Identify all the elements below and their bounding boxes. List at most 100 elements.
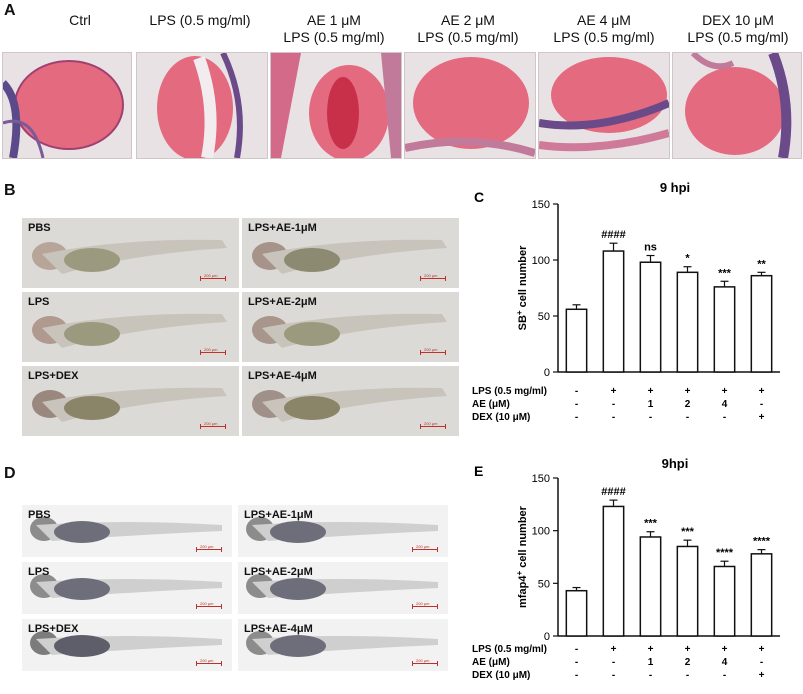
hist-label-lps: LPS (0.5 mg/ml): [149, 12, 251, 28]
condition-value: +: [722, 386, 728, 397]
condition-value: +: [648, 644, 654, 655]
condition-value: 4: [722, 657, 728, 668]
y-tick-label: 100: [532, 255, 550, 267]
condition-value: +: [759, 644, 765, 655]
scale-bar-label: 200 μm: [424, 421, 438, 426]
scale-bar: [412, 661, 438, 666]
histology-image-ae4: [538, 52, 670, 159]
hist-label-ae2: AE 2 μM LPS (0.5 mg/ml): [417, 12, 519, 45]
fish-image-b-lps: LPS 200 μm: [22, 292, 239, 362]
scale-bar-label: 200 μm: [416, 544, 430, 549]
histology-image-ae1: [270, 52, 402, 159]
condition-value: -: [575, 644, 578, 655]
condition-value: +: [759, 386, 765, 397]
chart-title: 9 hpi: [660, 180, 690, 195]
bar: [602, 250, 625, 373]
bar: [565, 589, 588, 637]
histology-image-ae2: [404, 52, 536, 159]
fish-image-d-ae1: LPS+AE-1μM 200 μm: [238, 505, 448, 557]
scale-bar-label: 200 μm: [204, 421, 218, 426]
condition-value: 1: [648, 399, 654, 410]
condition-label: DEX (10 μM): [472, 670, 530, 681]
fish-image-d-pbs: PBS 200 μm: [22, 505, 232, 557]
condition-value: -: [686, 670, 689, 681]
y-tick-label: 0: [544, 631, 550, 643]
condition-value: +: [648, 386, 654, 397]
bar: [639, 261, 662, 373]
fish-image-b-ae2: LPS+AE-2μM 200 μm: [242, 292, 459, 362]
fish-image-d-ae2: LPS+AE-2μM 200 μm: [238, 562, 448, 614]
condition-value: -: [649, 412, 652, 423]
condition-label: LPS (0.5 mg/ml): [472, 386, 547, 397]
condition-value: -: [575, 412, 578, 423]
bar: [713, 565, 736, 637]
scale-bar-label: 200 μm: [200, 544, 214, 549]
significance-label: ****: [753, 536, 771, 548]
significance-label: ***: [644, 518, 658, 530]
fish-label: LPS: [28, 296, 50, 308]
fish-image-b-ae4: LPS+AE-4μM 200 μm: [242, 366, 459, 436]
panel-letter: E: [474, 463, 483, 479]
significance-label: **: [757, 258, 766, 270]
condition-value: 1: [648, 657, 654, 668]
significance-label: ns: [644, 242, 657, 254]
scale-bar: [200, 276, 226, 281]
condition-value: -: [575, 399, 578, 410]
condition-value: -: [649, 670, 652, 681]
significance-label: ####: [601, 486, 625, 498]
condition-value: -: [723, 412, 726, 423]
scale-bar: [200, 350, 226, 355]
condition-label: AE (μM): [472, 657, 510, 668]
fish-label: LPS+AE-1μM: [248, 222, 317, 234]
scale-bar: [196, 661, 222, 666]
condition-value: +: [759, 670, 765, 681]
scale-bar: [196, 547, 222, 552]
condition-value: -: [575, 670, 578, 681]
condition-value: +: [611, 386, 617, 397]
condition-value: -: [612, 670, 615, 681]
condition-value: -: [686, 412, 689, 423]
fish-label: LPS+AE-4μM: [248, 370, 317, 382]
bar: [750, 274, 773, 373]
condition-value: -: [760, 657, 763, 668]
fish-label: PBS: [28, 509, 51, 521]
fish-image-d-lps: LPS 200 μm: [22, 562, 232, 614]
condition-value: +: [685, 386, 691, 397]
condition-value: +: [722, 644, 728, 655]
bar: [676, 545, 699, 637]
scale-bar: [412, 547, 438, 552]
hist-label-ctrl: Ctrl: [69, 12, 91, 28]
fish-label: LPS+AE-2μM: [248, 296, 317, 308]
condition-value: -: [575, 657, 578, 668]
significance-label: ***: [718, 267, 732, 279]
significance-label: ####: [601, 229, 625, 241]
condition-value: +: [759, 412, 765, 423]
bar: [676, 271, 699, 373]
condition-value: -: [723, 670, 726, 681]
scale-bar: [196, 604, 222, 609]
significance-label: ****: [716, 547, 734, 559]
condition-value: -: [612, 399, 615, 410]
fish-label: LPS: [28, 566, 50, 578]
condition-value: +: [685, 644, 691, 655]
scale-bar-label: 200 μm: [204, 347, 218, 352]
fish-image-d-ae4: LPS+AE-4μM 200 μm: [238, 619, 448, 671]
scale-bar-label: 200 μm: [424, 347, 438, 352]
scale-bar: [200, 424, 226, 429]
condition-label: DEX (10 μM): [472, 412, 530, 423]
histology-image-dex: [672, 52, 802, 159]
condition-label: AE (μM): [472, 399, 510, 410]
panel-letter-b: B: [4, 182, 16, 199]
scale-bar: [412, 604, 438, 609]
y-tick-label: 150: [532, 473, 550, 485]
fish-image-b-pbs: PBS 200 μm: [22, 218, 239, 288]
fish-label: LPS+DEX: [28, 623, 79, 635]
fish-label: LPS+AE-2μM: [244, 566, 313, 578]
hist-label-ae4: AE 4 μM LPS (0.5 mg/ml): [553, 12, 655, 45]
bar: [750, 553, 773, 637]
panel-letter-d: D: [4, 465, 16, 482]
panel-letter-a: A: [4, 2, 16, 19]
chart-title: 9hpi: [662, 458, 689, 471]
scale-bar-label: 200 μm: [424, 273, 438, 278]
